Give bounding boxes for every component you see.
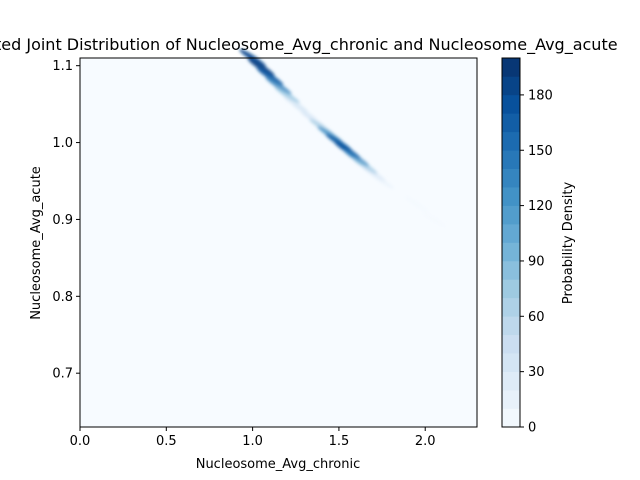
y-tick-label: 1.1 — [52, 59, 73, 74]
colorbar-band — [502, 58, 520, 77]
colorbar-ticks: 0 30 60 90 120 150 180 — [520, 88, 553, 436]
colorbar-band — [502, 224, 520, 243]
density-contour — [265, 77, 292, 95]
density-contour — [247, 58, 275, 77]
colorbar-band — [502, 297, 520, 317]
colorbar-band — [502, 76, 520, 96]
x-tick-label: 0.0 — [70, 434, 91, 449]
colorbar-band — [502, 94, 520, 114]
density-contour — [256, 67, 284, 86]
density-contour — [370, 173, 395, 189]
y-axis: 0.7 0.8 0.9 1.0 1.1 — [52, 59, 80, 382]
density-contour — [404, 196, 429, 212]
colorbar-band — [502, 279, 520, 299]
colorbar-band — [502, 131, 520, 151]
x-tick-label: 0.5 — [156, 434, 177, 449]
colorbar-tick-label: 90 — [528, 254, 545, 269]
colorbar-band — [502, 113, 520, 133]
colorbar-frame — [501, 57, 521, 428]
colorbar-level-bands — [502, 58, 520, 428]
density-ridge — [239, 49, 446, 228]
colorbar-tick-label: 150 — [528, 144, 553, 159]
x-axis: 0.0 0.5 1.0 1.5 2.0 — [70, 427, 436, 449]
y-tick-label: 0.8 — [52, 290, 73, 305]
colorbar-band — [502, 260, 520, 280]
colorbar-band — [502, 242, 520, 262]
y-tick-label: 1.0 — [52, 136, 73, 151]
plot-area — [79, 49, 478, 428]
colorbar-band — [502, 390, 520, 409]
heatmap-background — [80, 58, 477, 427]
colorbar-band — [502, 150, 520, 169]
density-contour — [421, 211, 446, 228]
colorbar-band — [502, 205, 520, 225]
x-tick-label: 1.0 — [242, 434, 263, 449]
colorbar-band — [502, 187, 520, 206]
y-axis-title: Nucleosome_Avg_acute — [29, 166, 44, 320]
y-tick-label: 0.7 — [52, 367, 73, 382]
x-tick-label: 1.5 — [329, 434, 350, 449]
colorbar-band — [502, 168, 520, 188]
colorbar-tick-label: 0 — [528, 421, 536, 436]
colorbar-band — [502, 408, 520, 428]
colorbar-tick-label: 120 — [528, 199, 553, 214]
colorbar-band — [502, 353, 520, 372]
x-axis-title: Nucleosome_Avg_chronic — [196, 457, 361, 472]
density-contour — [274, 86, 300, 104]
colorbar-band — [502, 316, 520, 336]
colorbar-band — [502, 371, 520, 391]
colorbar-band — [502, 334, 520, 354]
plot-frame — [79, 57, 478, 428]
x-tick-label: 2.0 — [415, 434, 436, 449]
y-tick-label: 0.9 — [52, 213, 73, 228]
colorbar-label: Probability Density — [561, 182, 576, 305]
colorbar-tick-label: 180 — [528, 88, 553, 103]
colorbar: 0 30 60 90 120 150 180 Probability Density — [501, 57, 576, 436]
chart-title: Estimated Joint Distribution of Nucleoso… — [0, 35, 618, 55]
colorbar-tick-label: 60 — [528, 310, 545, 325]
colorbar-tick-label: 30 — [528, 365, 545, 380]
